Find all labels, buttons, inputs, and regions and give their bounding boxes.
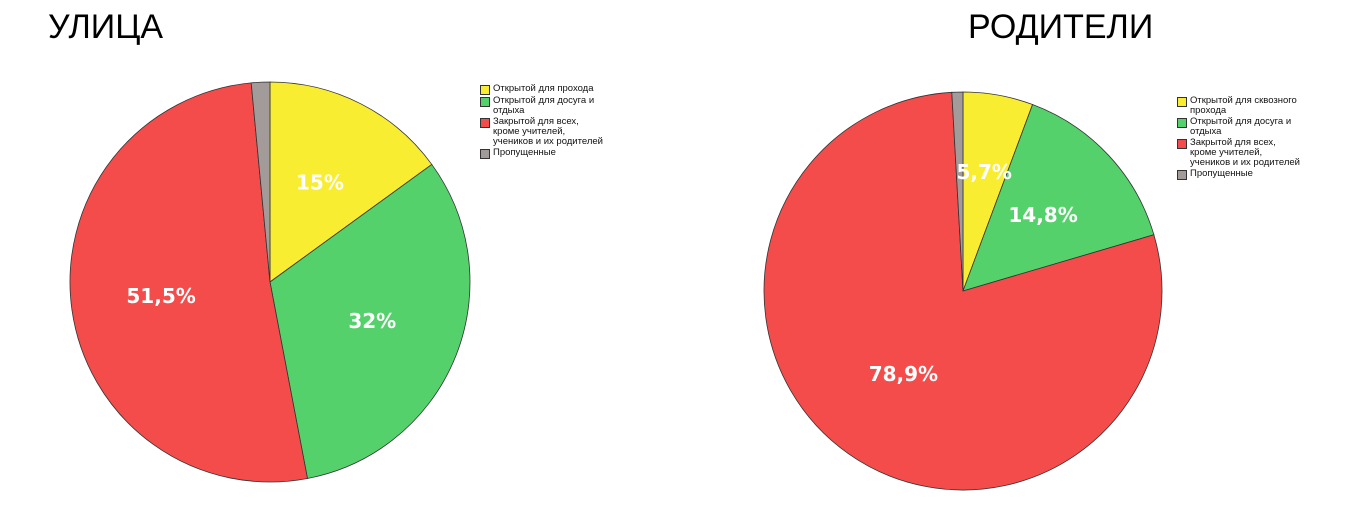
legend-label: Закрытой для всех, кроме учителей, учени… [493,116,603,147]
legend-swatch [1177,97,1187,107]
slice-data-label: 5,7% [956,160,1011,184]
legend-swatch [480,118,490,128]
legend-label: Открытой для сквозного прохода [1190,95,1297,116]
legend-item: Пропущенные [480,148,630,159]
slice-data-label: 14,8% [1008,203,1077,227]
pie-slice-3 [763,91,1163,491]
legend-label: Закрытой для всех, кроме учителей, учени… [1190,137,1300,168]
legend-swatch [480,97,490,107]
pie-slice-2 [962,104,1155,292]
legend-item: Закрытой для всех, кроме учителей, учени… [1177,138,1327,168]
slice-data-label: 51,5% [126,284,195,308]
legend-swatch [1177,139,1187,149]
legend-parents: Открытой для сквозного прохода Открытой д… [1177,96,1327,181]
legend-street: Открытой для прохода Открытой для досуга … [480,84,630,160]
pie-chart-street: 15% 32% 51,5% [69,81,471,483]
slice-data-label: 15% [296,170,344,194]
pie-slice-4 [951,91,964,292]
legend-item: Открытой для сквозного прохода [1177,96,1327,116]
legend-swatch [480,85,490,95]
legend-label: Открытой для прохода [493,83,594,94]
legend-item: Пропущенные [1177,169,1327,180]
slice-data-label: 78,9% [869,362,938,386]
legend-item: Закрытой для всех, кроме учителей, учени… [480,117,630,147]
legend-item: Открытой для досуга и отдыха [480,96,630,116]
legend-swatch [1177,170,1187,180]
legend-item: Открытой для досуга и отдыха [1177,117,1327,137]
legend-swatch [1177,118,1187,128]
legend-label: Пропущенные [493,147,556,158]
legend-label: Открытой для досуга и отдыха [1190,116,1292,137]
pie-slice-2 [269,163,471,479]
legend-swatch [480,149,490,159]
legend-label: Пропущенные [1190,168,1253,179]
pie-slice-1 [269,81,433,283]
pie-chart-parents: 5,7% 14,8% 78,9% [763,91,1163,491]
legend-label: Открытой для досуга и отдыха [493,95,595,116]
slice-data-label: 32% [348,309,396,333]
pie-slice-4 [250,81,271,283]
chart-title-street: УЛИЦА [48,8,164,46]
chart-title-parents: РОДИТЕЛИ [968,8,1154,46]
legend-item: Открытой для прохода [480,84,630,95]
pie-slice-3 [69,82,308,483]
